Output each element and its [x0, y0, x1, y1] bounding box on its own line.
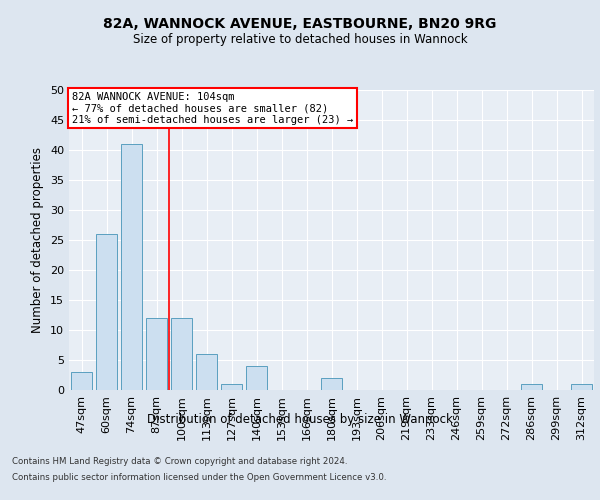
Text: 82A WANNOCK AVENUE: 104sqm
← 77% of detached houses are smaller (82)
21% of semi: 82A WANNOCK AVENUE: 104sqm ← 77% of deta…	[71, 92, 353, 124]
Text: Contains HM Land Registry data © Crown copyright and database right 2024.: Contains HM Land Registry data © Crown c…	[12, 458, 347, 466]
Y-axis label: Number of detached properties: Number of detached properties	[31, 147, 44, 333]
Text: Distribution of detached houses by size in Wannock: Distribution of detached houses by size …	[147, 412, 453, 426]
Bar	[146, 318, 167, 390]
Bar	[571, 384, 592, 390]
Bar	[71, 372, 92, 390]
Bar	[246, 366, 267, 390]
Bar	[121, 144, 142, 390]
Bar	[96, 234, 117, 390]
Text: Contains public sector information licensed under the Open Government Licence v3: Contains public sector information licen…	[12, 472, 386, 482]
Bar	[521, 384, 542, 390]
Bar	[171, 318, 192, 390]
Text: 82A, WANNOCK AVENUE, EASTBOURNE, BN20 9RG: 82A, WANNOCK AVENUE, EASTBOURNE, BN20 9R…	[103, 18, 497, 32]
Text: Size of property relative to detached houses in Wannock: Size of property relative to detached ho…	[133, 32, 467, 46]
Bar	[321, 378, 342, 390]
Bar	[196, 354, 217, 390]
Bar	[221, 384, 242, 390]
